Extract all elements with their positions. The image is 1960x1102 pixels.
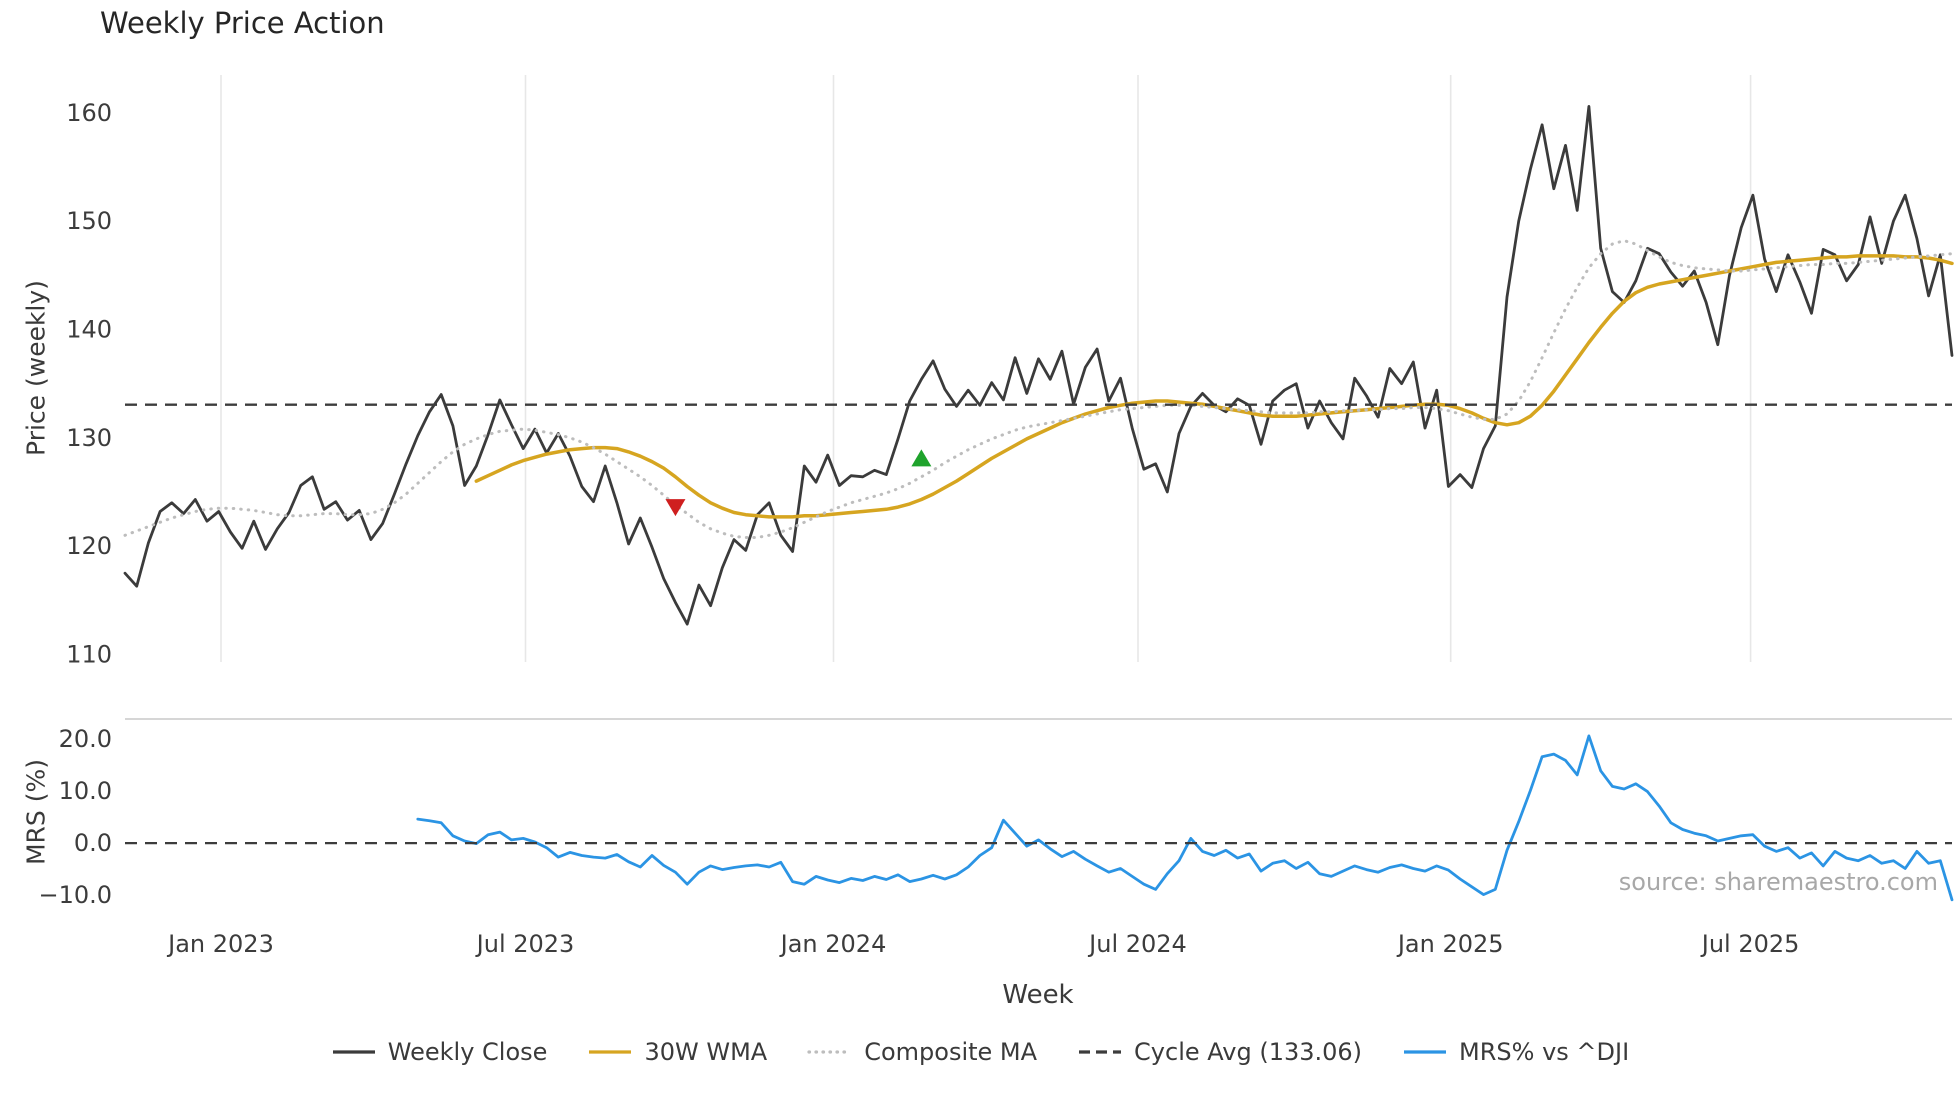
mrs-axis-label: MRS (%) bbox=[21, 758, 51, 866]
source-note: source: sharemaestro.com bbox=[1618, 868, 1938, 896]
weekly-close-line bbox=[123, 105, 1954, 626]
x-tick-label: Jul 2025 bbox=[1700, 930, 1800, 958]
y-tick-label: 150 bbox=[66, 207, 112, 235]
chart-title: Weekly Price Action bbox=[100, 6, 385, 40]
legend: Weekly Close 30W WMA Composite MA Cycle … bbox=[0, 1038, 1960, 1066]
y-tick-label: 20.0 bbox=[59, 725, 112, 753]
x-tick-label: Jan 2025 bbox=[1396, 930, 1504, 958]
legend-item-30w-wma: 30W WMA bbox=[587, 1038, 767, 1066]
y-tick-label: 10.0 bbox=[59, 777, 112, 805]
weekly-close-line-icon bbox=[332, 1050, 375, 1054]
x-tick-label: Jan 2023 bbox=[166, 930, 274, 958]
legend-item-mrs: MRS% vs ^DJI bbox=[1402, 1038, 1629, 1066]
x-tick-label: Jul 2023 bbox=[475, 930, 575, 958]
price-axis-label: Price (weekly) bbox=[21, 280, 51, 456]
buy-signal-marker bbox=[911, 449, 932, 467]
legend-label-mrs: MRS% vs ^DJI bbox=[1459, 1038, 1630, 1066]
x-tick-label: Jan 2024 bbox=[779, 930, 887, 958]
legend-item-composite-ma: Composite MA bbox=[807, 1038, 1037, 1066]
mrs-vs-dji-line bbox=[416, 734, 1954, 902]
y-tick-label: 120 bbox=[66, 532, 112, 560]
cycle-avg-line-icon bbox=[1079, 1050, 1122, 1054]
mrs-line-icon bbox=[1404, 1050, 1447, 1054]
legend-label-weekly-close: Weekly Close bbox=[387, 1038, 548, 1066]
sell-signal-marker bbox=[665, 499, 686, 517]
x-axis-label: Week bbox=[1002, 980, 1074, 1010]
legend-item-weekly-close: Weekly Close bbox=[331, 1038, 548, 1066]
x-tick-label: Jul 2024 bbox=[1087, 930, 1187, 958]
composite-ma-line-icon bbox=[807, 1050, 853, 1054]
wma-line-icon bbox=[589, 1050, 632, 1054]
y-tick-label: 130 bbox=[66, 424, 112, 452]
y-tick-label: −10.0 bbox=[38, 881, 112, 909]
30w-wma-line bbox=[474, 254, 1954, 519]
legend-label-cycle-avg: Cycle Avg (133.06) bbox=[1134, 1038, 1363, 1066]
y-tick-label: 0.0 bbox=[74, 829, 112, 857]
composite-ma-line bbox=[123, 239, 1954, 539]
legend-label-30w-wma: 30W WMA bbox=[644, 1038, 768, 1066]
y-tick-label: 140 bbox=[66, 316, 112, 344]
legend-label-composite-ma: Composite MA bbox=[864, 1038, 1038, 1066]
y-tick-label: 110 bbox=[66, 640, 112, 668]
y-tick-label: 160 bbox=[66, 99, 112, 127]
legend-item-cycle-avg: Cycle Avg (133.06) bbox=[1077, 1038, 1362, 1066]
